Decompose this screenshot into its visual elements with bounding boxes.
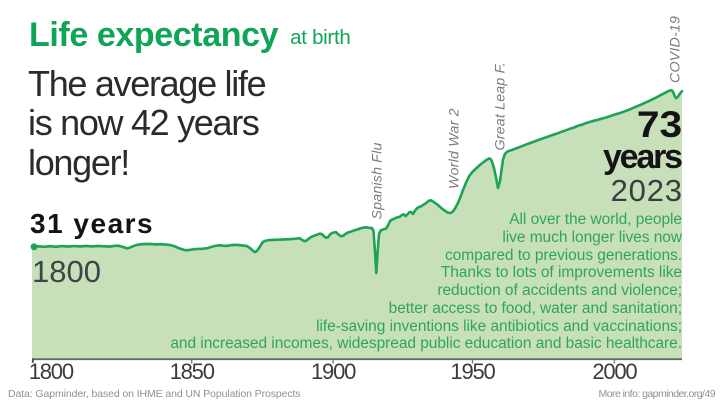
svg-text:Great Leap F.: Great Leap F. <box>493 62 509 150</box>
svg-text:Spanish Flu: Spanish Flu <box>370 142 386 219</box>
svg-text:World War 2: World War 2 <box>447 108 463 189</box>
svg-text:COVID-19: COVID-19 <box>668 16 684 83</box>
